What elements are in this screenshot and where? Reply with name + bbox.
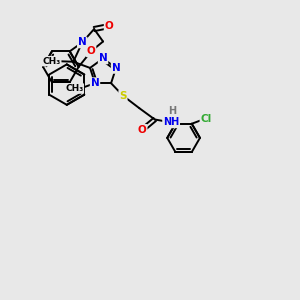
Text: H: H (168, 106, 176, 116)
Text: NH: NH (163, 117, 179, 128)
Text: N: N (78, 38, 87, 47)
Text: N: N (99, 53, 107, 64)
Text: N: N (91, 78, 99, 88)
Text: Cl: Cl (200, 114, 212, 124)
Text: O: O (87, 46, 95, 56)
Text: S: S (119, 91, 127, 101)
Text: CH₃: CH₃ (65, 84, 83, 93)
Text: O: O (138, 125, 147, 135)
Text: N: N (112, 63, 120, 73)
Text: O: O (105, 21, 113, 31)
Text: CH₃: CH₃ (43, 57, 61, 66)
